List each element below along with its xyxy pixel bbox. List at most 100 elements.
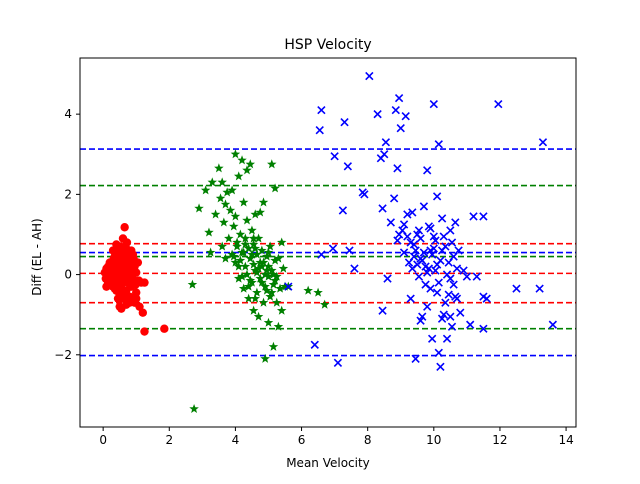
data-point: [238, 197, 249, 207]
data-point: [391, 105, 400, 115]
data-point: [317, 105, 326, 115]
x-tick-label: 14: [558, 433, 573, 447]
data-point: [319, 299, 330, 309]
x-tick-label: 0: [99, 433, 107, 447]
data-point: [432, 192, 442, 201]
x-marker-stroke: [442, 270, 452, 279]
data-point: [262, 251, 272, 261]
data-point: [469, 212, 478, 221]
data-point: [267, 159, 277, 169]
data-point: [383, 274, 392, 283]
x-marker-stroke: [406, 238, 415, 247]
x-marker-stroke: [451, 292, 460, 301]
x-marker-stroke: [456, 308, 465, 317]
data-point: [423, 166, 432, 175]
data-point: [378, 204, 387, 213]
data-point: [189, 403, 199, 413]
data-point: [284, 282, 293, 291]
x-marker-stroke: [394, 93, 404, 103]
y-tick-label: 0: [64, 268, 72, 282]
data-point: [360, 190, 369, 199]
data-point: [140, 278, 149, 287]
data-point: [253, 263, 264, 273]
data-point: [227, 249, 237, 259]
data-point: [434, 278, 443, 287]
x-marker-stroke: [403, 210, 412, 219]
data-point: [255, 207, 265, 217]
data-point: [258, 297, 269, 307]
x-marker-stroke: [310, 340, 319, 349]
data-point: [447, 322, 457, 331]
data-point: [350, 264, 359, 273]
data-point: [403, 210, 412, 219]
data-point: [418, 256, 427, 265]
data-point: [217, 241, 227, 251]
x-marker-stroke: [399, 220, 409, 229]
data-point: [411, 246, 420, 255]
data-point: [230, 257, 241, 267]
x-marker-stroke: [446, 274, 455, 283]
data-point: [250, 209, 261, 219]
data-point: [245, 275, 256, 285]
data-point: [365, 71, 374, 81]
data-point: [406, 294, 415, 303]
data-point: [240, 233, 251, 243]
data-point: [219, 217, 229, 227]
x-marker-stroke: [408, 208, 417, 217]
data-point: [204, 227, 214, 237]
data-point: [128, 250, 138, 259]
x-marker-stroke: [444, 290, 453, 299]
data-point: [394, 93, 404, 103]
data-point: [442, 334, 452, 343]
data-point: [133, 258, 143, 267]
data-point: [140, 327, 149, 336]
data-point: [235, 255, 246, 265]
data-point: [275, 283, 285, 293]
data-point: [439, 232, 448, 241]
data-point: [273, 321, 284, 331]
data-point: [118, 288, 128, 297]
y-axis-label: Diff (EL - AH): [30, 218, 44, 295]
data-point: [230, 211, 241, 221]
data-point: [113, 294, 123, 303]
x-marker-stroke: [284, 282, 293, 291]
x-tick-label: 6: [298, 433, 306, 447]
data-point: [278, 263, 289, 273]
data-point: [257, 277, 267, 287]
data-point: [227, 185, 237, 195]
data-point: [479, 324, 488, 333]
x-marker-stroke: [462, 272, 472, 281]
x-marker-stroke: [406, 294, 415, 303]
x-marker-stroke: [411, 354, 420, 363]
data-point: [125, 298, 134, 307]
data-point: [446, 312, 455, 321]
data-point: [479, 212, 488, 221]
data-point: [242, 269, 252, 279]
x-marker-stroke: [451, 218, 460, 227]
data-point: [127, 272, 136, 281]
data-point: [214, 163, 224, 173]
data-point: [230, 149, 241, 159]
x-marker-stroke: [338, 206, 348, 215]
data-point: [437, 214, 447, 223]
data-point: [408, 264, 417, 273]
data-point: [381, 138, 391, 147]
data-point: [303, 285, 313, 295]
data-point: [205, 247, 216, 257]
x-marker-stroke: [343, 162, 353, 171]
data-point: [125, 292, 134, 301]
x-marker-stroke: [328, 244, 338, 253]
x-marker-stroke: [434, 348, 443, 357]
data-point: [253, 311, 264, 321]
data-point: [235, 229, 246, 239]
x-marker-stroke: [378, 204, 387, 213]
data-point: [224, 233, 234, 243]
data-point: [426, 224, 435, 233]
data-point: [252, 249, 262, 259]
data-point: [432, 288, 442, 297]
x-marker-stroke: [409, 252, 419, 261]
x-marker-stroke: [439, 232, 448, 241]
data-point: [220, 253, 231, 263]
data-point: [399, 220, 409, 229]
x-marker-stroke: [432, 192, 442, 201]
